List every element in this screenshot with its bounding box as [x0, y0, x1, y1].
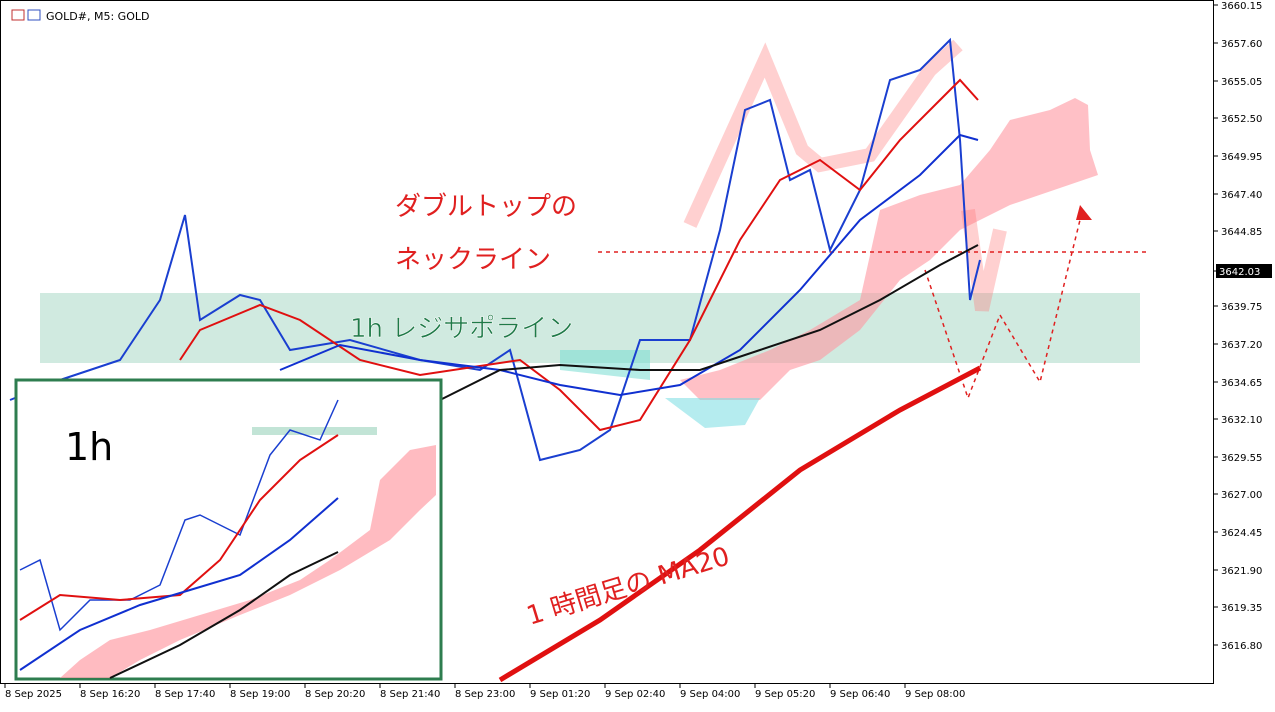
price-label: 3647.40 [1221, 190, 1262, 201]
inset-band [252, 427, 377, 435]
time-label: 9 Sep 08:00 [905, 689, 965, 700]
time-label: 8 Sep 23:00 [455, 689, 515, 700]
price-label: 3660.15 [1221, 1, 1262, 12]
time-label: 8 Sep 20:20 [305, 689, 365, 700]
annotation: ネックライン [395, 245, 551, 275]
inset-price [19, 399, 339, 632]
inset-ma-black [109, 551, 339, 679]
arrow-head [1076, 205, 1092, 220]
inset-label: 1h [65, 425, 113, 469]
price-label: 3627.00 [1221, 490, 1262, 501]
projection [924, 219, 1081, 401]
time-label: 9 Sep 04:00 [680, 689, 740, 700]
price-label: 3652.50 [1221, 114, 1262, 125]
time-label: 9 Sep 01:20 [530, 689, 590, 700]
time-label: 8 Sep 2025 [5, 689, 62, 700]
price-label: 3657.60 [1221, 39, 1262, 50]
price-label: 3637.20 [1221, 340, 1262, 351]
price-label: 3649.95 [1221, 152, 1262, 163]
price-label: 3619.35 [1221, 603, 1262, 614]
price-label: 3634.65 [1221, 378, 1262, 389]
current-price-box [1216, 264, 1272, 278]
current-price: 3642.03 [1219, 267, 1260, 278]
time-label: 9 Sep 06:40 [830, 689, 890, 700]
time-label: 9 Sep 02:40 [605, 689, 665, 700]
ma-black [439, 244, 979, 401]
ma-blue [279, 133, 979, 397]
price-label: 3644.85 [1221, 227, 1262, 238]
ma-red [179, 78, 979, 432]
price-path [9, 37, 981, 462]
plot-frame [0, 0, 1214, 684]
inset-cloud [60, 445, 436, 678]
double-top-guide [683, 39, 963, 228]
price-label: 3616.80 [1221, 641, 1262, 652]
price-label: 3629.55 [1221, 453, 1262, 464]
ma20-1h [498, 365, 982, 683]
time-label: 8 Sep 19:00 [230, 689, 290, 700]
inset-ma-blue [19, 497, 339, 671]
time-label: 8 Sep 17:40 [155, 689, 215, 700]
ichimoku-cloud [680, 98, 1098, 400]
annotation: 1h レジサポライン [350, 314, 573, 344]
icon [27, 9, 41, 21]
double-top-guide [961, 209, 1007, 312]
inset: 1h [14, 378, 443, 681]
price-label: 3624.45 [1221, 528, 1262, 539]
annotation: ダブルトップの [395, 192, 577, 222]
chart-title: GOLD#, M5: GOLD [46, 10, 149, 23]
price-label: 3632.10 [1221, 415, 1262, 426]
time-label: 9 Sep 05:20 [755, 689, 815, 700]
ichimoku-cloud-blue [560, 350, 650, 380]
icon [11, 9, 25, 21]
ichimoku-cloud-blue [665, 398, 760, 428]
price-label: 3655.05 [1221, 77, 1262, 88]
price-label: 3639.75 [1221, 302, 1262, 313]
price-label: 3621.90 [1221, 566, 1262, 577]
time-label: 8 Sep 16:20 [80, 689, 140, 700]
inset-ma-red [19, 434, 339, 621]
time-label: 8 Sep 21:40 [380, 689, 440, 700]
